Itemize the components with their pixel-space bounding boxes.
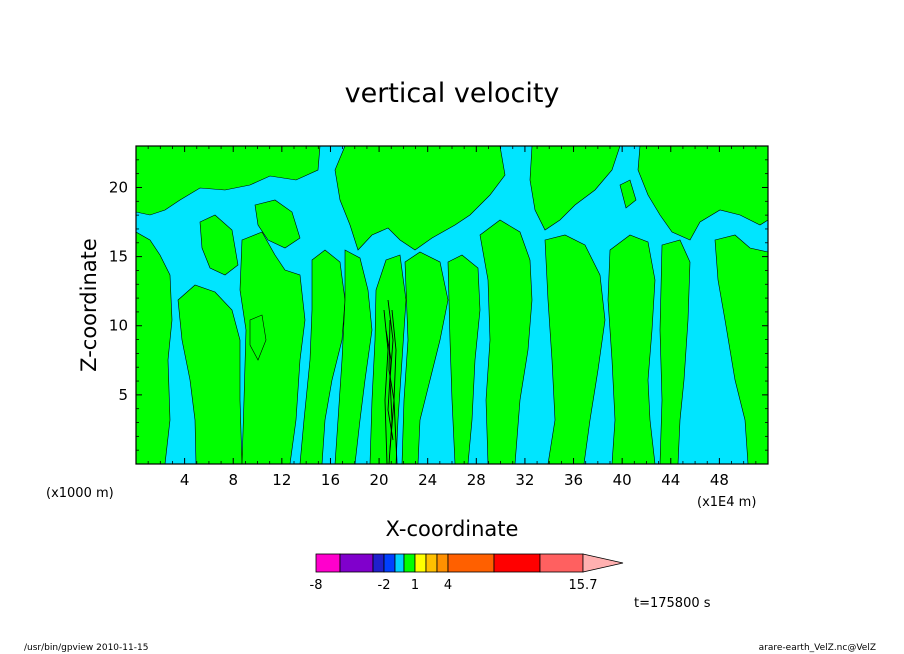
colorbar-swatch — [394, 553, 405, 573]
positive-region — [369, 254, 407, 464]
x-tick-label: 8 — [228, 471, 238, 489]
colorbar-swatch — [539, 553, 584, 573]
colorbar-swatch — [425, 553, 438, 573]
positive-region — [619, 179, 637, 209]
positive-region — [334, 146, 506, 251]
y-tick-label: 20 — [109, 178, 128, 196]
x-tick-label: 44 — [661, 471, 680, 489]
positive-region — [529, 146, 621, 231]
y-tick-label: 10 — [109, 317, 128, 335]
time-label: t=175800 s — [634, 596, 711, 611]
positive-region — [136, 231, 173, 464]
positive-region — [479, 219, 533, 464]
y-axis-label: Z-coordinate — [77, 238, 101, 372]
x-tick-label: 16 — [321, 471, 340, 489]
positive-region — [544, 234, 606, 464]
colorbar-swatch — [436, 553, 449, 573]
positive-region — [334, 249, 373, 464]
x-axis-label: X-coordinate — [386, 517, 519, 541]
positive-region — [637, 146, 768, 241]
colorbar-tick-label: -8 — [310, 578, 323, 593]
y-tick-label: 15 — [109, 248, 128, 266]
colorbar-swatch — [403, 553, 416, 573]
x-tick-label: 4 — [180, 471, 190, 489]
colorbar-tick-label: 4 — [444, 578, 452, 593]
contour-line — [388, 319, 395, 451]
positive-region — [136, 146, 321, 216]
positive-region — [714, 234, 768, 464]
x-tick-label: 28 — [467, 471, 486, 489]
contour-line — [391, 309, 398, 464]
x-tick-label: 24 — [418, 471, 437, 489]
colorbar-tick-label: 15.7 — [569, 578, 598, 593]
colorbar-swatch — [372, 553, 385, 573]
x-tick-label: 40 — [613, 471, 632, 489]
positive-region — [447, 254, 481, 464]
colorbar-tick-label: 1 — [411, 578, 419, 593]
x-tick-label: 48 — [710, 471, 729, 489]
colorbar-arrow — [582, 553, 624, 573]
colorbar-swatch — [339, 553, 374, 573]
positive-region — [607, 234, 656, 464]
positive-region — [254, 199, 301, 249]
x-tick-label: 32 — [515, 471, 534, 489]
colorbar-swatch — [447, 553, 495, 573]
positive-region — [659, 239, 691, 464]
positive-region — [239, 231, 306, 464]
positive-region — [249, 314, 267, 361]
contour-line — [385, 329, 394, 441]
colorbar-swatch — [414, 553, 427, 573]
colorbar-swatch — [315, 553, 341, 573]
colorbar-swatch — [383, 553, 396, 573]
colorbar: -8 -2 1 4 15.7 — [310, 553, 624, 593]
x-tick-label: 12 — [272, 471, 291, 489]
updraft-core — [383, 299, 398, 464]
colorbar-tick-label: -2 — [378, 578, 391, 593]
positive-region — [199, 214, 239, 276]
y-unit-note: (x1000 m) — [46, 486, 114, 501]
y-tick-label: 5 — [118, 386, 128, 404]
footer-left: /usr/bin/gpview 2010-11-15 — [24, 643, 148, 653]
contour-fill — [136, 146, 768, 464]
positive-region — [401, 251, 449, 464]
x-tick-label: 36 — [564, 471, 583, 489]
colorbar-swatch — [493, 553, 541, 573]
positive-region — [299, 249, 346, 464]
footer-right: arare-earth_VelZ.nc@VelZ — [759, 643, 876, 653]
chart-title: vertical velocity — [345, 78, 560, 109]
x-unit-note: (x1E4 m) — [697, 495, 756, 510]
positive-region — [177, 284, 243, 464]
x-tick-label: 20 — [370, 471, 389, 489]
